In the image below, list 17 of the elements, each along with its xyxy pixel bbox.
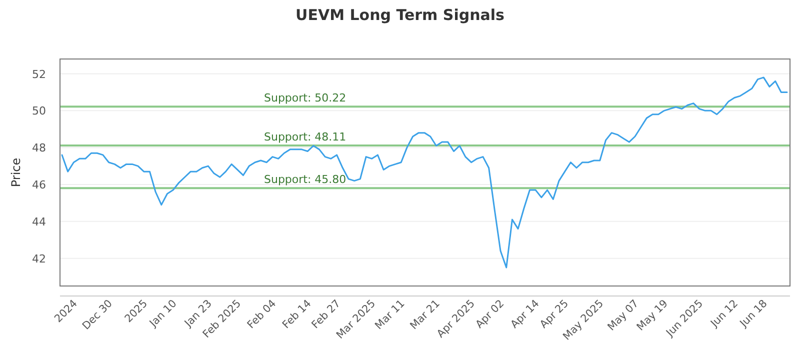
x-tick-label: Jan 10 <box>146 298 180 330</box>
ref-line-label: Support: 50.22 <box>264 92 346 105</box>
y-axis-title: Price <box>9 158 23 188</box>
x-tick-label: Feb 04 <box>245 297 279 332</box>
chart-title: UEVM Long Term Signals <box>296 6 505 24</box>
y-tick-label: 50 <box>32 104 46 118</box>
y-tick-label: 44 <box>32 215 46 228</box>
x-tick-label: Apr 02 <box>473 298 507 331</box>
y-tick-label: 52 <box>32 68 46 81</box>
y-tick-label: 42 <box>32 252 46 266</box>
ref-line-label: Support: 45.80 <box>264 173 346 186</box>
x-tick-label: Dec 30 <box>80 298 115 332</box>
x-tick-label: Apr 14 <box>508 297 542 331</box>
y-tick-label: 46 <box>32 178 46 192</box>
line-series <box>61 76 788 268</box>
y-tick-label: 48 <box>32 142 46 155</box>
ref-line-label: Support: 48.11 <box>264 130 346 144</box>
